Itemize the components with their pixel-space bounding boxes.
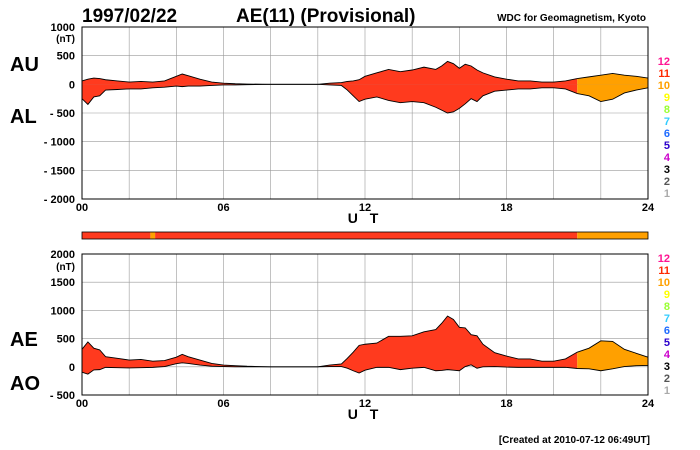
y-tick-label: 2000 — [51, 249, 75, 261]
top-frame — [81, 26, 649, 200]
ae-area-quicklook — [577, 340, 648, 371]
y-tick-label: 1000 — [51, 22, 75, 34]
ae-line — [81, 315, 649, 368]
level-label: 4 — [664, 349, 671, 361]
x-tick-label: 06 — [217, 202, 229, 214]
level-label: 11 — [658, 265, 670, 277]
y-tick-label: 500 — [57, 334, 75, 346]
availability-segment — [155, 232, 578, 239]
x-tick-label: 06 — [217, 398, 229, 410]
au-area-provisional — [82, 61, 578, 85]
ao-label: AO — [10, 373, 40, 395]
y-tick-label: 1000 — [51, 305, 75, 317]
availability-segment — [577, 232, 648, 239]
au-line — [81, 60, 649, 85]
y-tick-label: 500 — [57, 51, 75, 63]
y-tick-label: 0 — [69, 79, 75, 91]
source-label: WDC for Geomagnetism, Kyoto — [497, 13, 646, 24]
level-label: 10 — [658, 277, 670, 289]
top-grid — [81, 26, 649, 200]
x-tick-label: 12 — [359, 398, 371, 410]
y-tick-label: - 2000 — [44, 194, 75, 206]
top-panel: 1000 500 0 - 500 - 1000 - 1500 - 2000 00 06 12 18… — [10, 22, 655, 226]
y-tick-label: - 1000 — [44, 137, 75, 149]
chart-title: AE(11) (Provisional) — [236, 6, 416, 27]
level-label: 2 — [664, 373, 670, 385]
al-label: AL — [10, 106, 37, 128]
level-label: 7 — [664, 116, 670, 128]
ae-area-provisional — [82, 316, 578, 375]
availability-segment — [82, 232, 151, 239]
level-label: 6 — [664, 325, 670, 337]
y-tick-label: 0 — [69, 362, 75, 374]
top-x-ticks: 00 06 12 18 24 — [76, 202, 655, 214]
al-line — [81, 83, 649, 114]
level-label: 3 — [664, 361, 670, 373]
top-x-axis-label: U T — [348, 210, 383, 226]
y-tick-label: - 1500 — [44, 165, 75, 177]
au-label: AU — [10, 54, 39, 76]
data-availability-bar — [81, 231, 649, 240]
level-label: 2 — [664, 176, 670, 188]
ao-line — [81, 362, 649, 375]
level-label: 7 — [664, 313, 670, 325]
level-label: 5 — [664, 337, 670, 349]
level-label: 10 — [658, 80, 670, 92]
level-label: 1 — [664, 385, 670, 397]
bottom-x-axis-label: U T — [348, 406, 383, 422]
level-label: 3 — [664, 164, 670, 176]
y-tick-label: - 500 — [50, 108, 75, 120]
level-label: 9 — [664, 289, 670, 301]
level-label: 5 — [664, 140, 670, 152]
x-tick-label: 18 — [500, 398, 512, 410]
x-tick-label: 24 — [642, 202, 655, 214]
au-area-quicklook — [577, 73, 648, 85]
level-label: 6 — [664, 128, 670, 140]
availability-segment — [150, 232, 156, 239]
bottom-frame — [81, 253, 649, 396]
level-label: 12 — [658, 253, 670, 265]
level-label: 4 — [664, 152, 671, 164]
x-tick-label: 24 — [642, 398, 655, 410]
bottom-grid — [81, 253, 649, 396]
x-tick-label: 12 — [359, 202, 371, 214]
y-tick-label: - 500 — [50, 390, 75, 402]
level-label: 11 — [658, 68, 670, 80]
y-tick-label: 1500 — [51, 277, 75, 289]
bottom-x-ticks: 00 06 12 18 24 — [76, 398, 655, 410]
level-label: 8 — [664, 104, 670, 116]
created-timestamp: [Created at 2010-07-12 06:49UT] — [499, 435, 650, 446]
level-label: 1 — [664, 188, 670, 200]
top-unit-label: (nT) — [56, 34, 75, 45]
availability-frame — [81, 231, 649, 240]
al-area-quicklook — [577, 84, 648, 102]
bottom-y-ticks: 2000 1500 1000 500 0 - 500 — [50, 249, 75, 402]
x-tick-label: 00 — [76, 398, 88, 410]
top-y-ticks: 1000 500 0 - 500 - 1000 - 1500 - 2000 — [44, 22, 75, 206]
x-tick-label: 18 — [500, 202, 512, 214]
level-label: 9 — [664, 92, 670, 104]
level-label: 12 — [658, 56, 670, 68]
bottom-unit-label: (nT) — [56, 262, 75, 273]
al-area-provisional — [82, 84, 578, 113]
date-title: 1997/02/22 — [82, 6, 177, 27]
x-tick-label: 00 — [76, 202, 88, 214]
level-label: 8 — [664, 301, 670, 313]
ae-label: AE — [10, 329, 38, 351]
bottom-panel: 2000 1500 1000 500 0 - 500 00 06 12 18 24 (nT) AE… — [10, 249, 655, 422]
